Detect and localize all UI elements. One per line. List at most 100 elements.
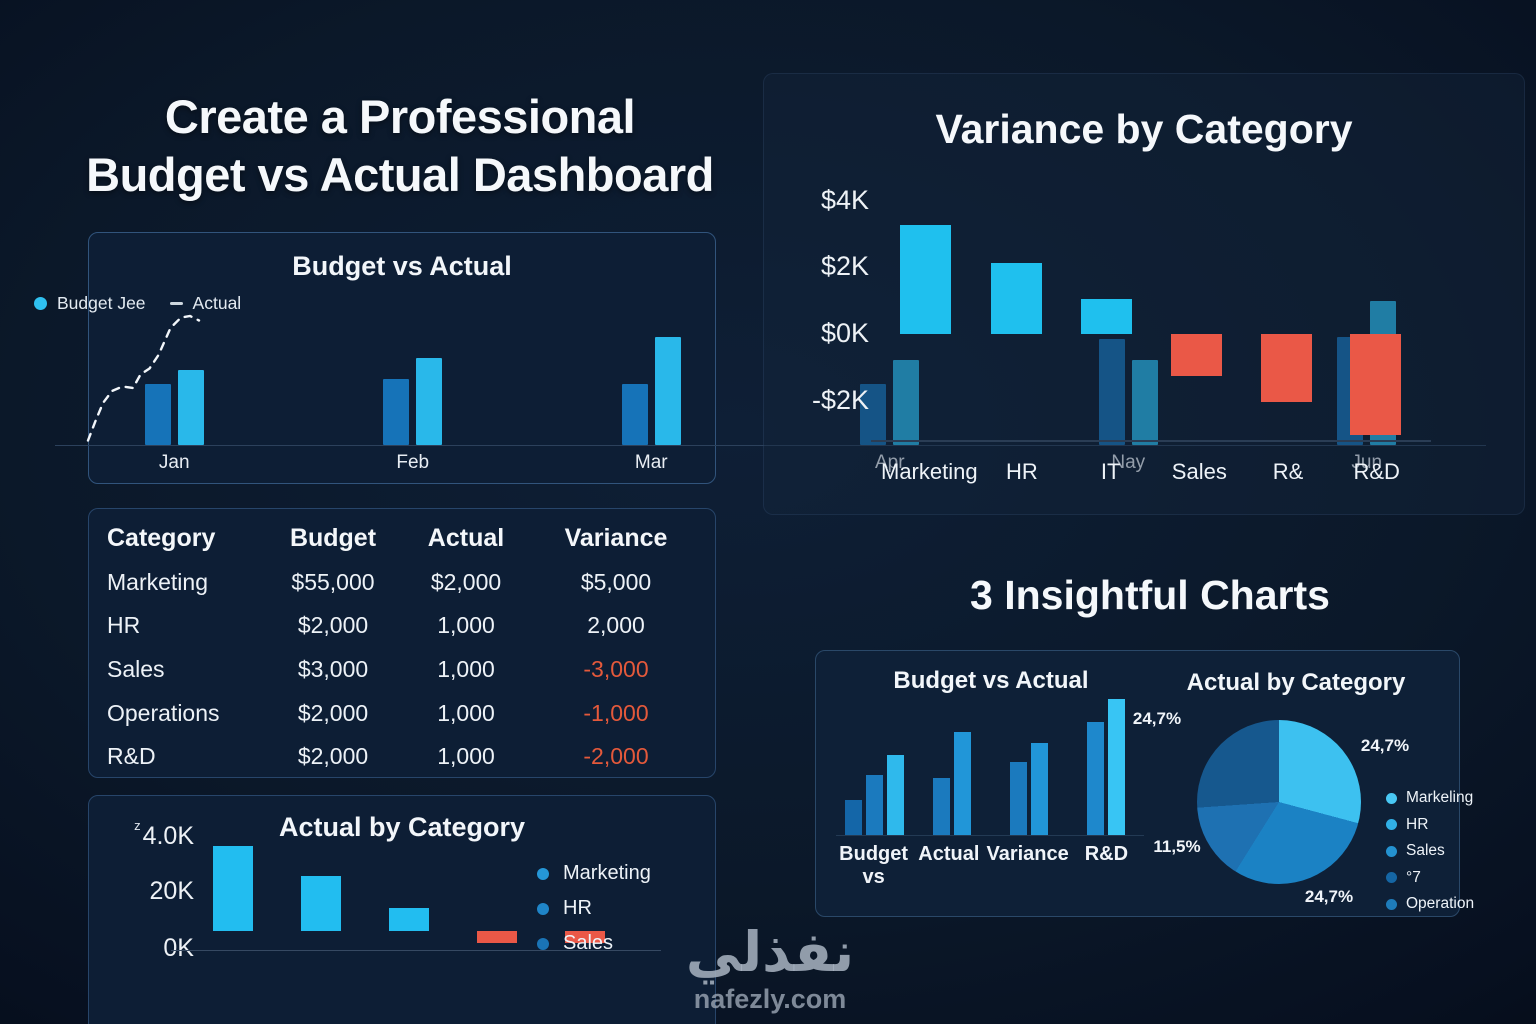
bar-segment [932, 777, 950, 835]
y-tick: 0K [163, 934, 194, 962]
month-label: Jun [1351, 452, 1383, 473]
zero-axis-line [871, 440, 1431, 442]
variance-panel: Variance by Category $4K $2K $0K -$2K Ma… [763, 73, 1525, 515]
bar-segment [1350, 334, 1402, 435]
budget-table-card: Category Budget Actual Variance Marketin… [88, 508, 716, 778]
table-cell: 1,000 [437, 743, 495, 770]
legend-item: HR [1386, 816, 1474, 834]
bar-segment [416, 358, 443, 445]
bar-column [565, 816, 605, 950]
bar-segment [990, 263, 1042, 335]
table-cell-variance: -3,000 [583, 656, 649, 683]
actual-by-category-pie [1197, 720, 1361, 884]
month-label: Jan [158, 452, 190, 473]
legend-item: Sales [537, 932, 651, 955]
bar-segment [1260, 334, 1312, 403]
mini-chart-title: Budget vs Actual [893, 667, 1089, 694]
legend-dot-icon [1386, 845, 1397, 857]
category-label: R&D [1353, 459, 1400, 484]
bar-column [213, 816, 253, 950]
y-tick: z4.0K [134, 818, 194, 850]
table-cell: $2,000 [297, 612, 369, 639]
legend-dot-icon [1386, 819, 1397, 830]
table-row: Operations [107, 699, 220, 726]
category-label: IT [1100, 459, 1121, 484]
table-header-category: Category [107, 524, 216, 553]
table-header-variance: Variance [564, 524, 668, 553]
actual-by-category-legend: Marketing HR Sales [537, 862, 651, 955]
bar-segment [1086, 722, 1104, 835]
bar-segment [860, 383, 887, 445]
bar-segment [565, 930, 605, 944]
y-tick: -$2K [811, 385, 869, 415]
bar-group [913, 699, 990, 835]
category-label: HR [1006, 459, 1038, 484]
legend-item: HR [537, 897, 651, 920]
month-label: Mar [634, 452, 668, 473]
bar-segment [389, 907, 429, 931]
bar-group [771, 295, 1010, 445]
pie-label-top-left: 24,7% [1132, 709, 1182, 728]
tick-prefix: z [134, 818, 141, 833]
budget-vs-actual-title: Budget vs Actual [292, 251, 512, 281]
budget-vs-actual-legend: Budget Jee Actual [34, 293, 241, 314]
pie-legend: Markeling HR Sales °7 Operation [1386, 789, 1474, 913]
bar-segment [301, 876, 341, 931]
page-title-line1: Create a Professional [164, 90, 636, 143]
category-label: Marketing [881, 459, 978, 484]
bar-segment [953, 731, 971, 835]
budget-table: Category Budget Actual Variance Marketin… [89, 517, 715, 779]
bar-group [1067, 699, 1144, 835]
bar-group [294, 295, 533, 445]
bar-group [532, 295, 771, 445]
pie-label-left: 11,5% [1153, 837, 1201, 856]
variance-x-labels: Marketing HR IT Sales R& R&D [881, 459, 1421, 485]
legend-dot-icon [537, 902, 549, 915]
category-label: R& [1272, 459, 1304, 484]
pie-label-right: 24,7% [1360, 736, 1410, 755]
group-label: Budget vs [839, 843, 909, 888]
month-axis-labels: Jan Feb Mar Apr Nay Jun [55, 452, 1486, 474]
mini-chart-x-labels: Budget vs Actual Variance R&D [836, 843, 1144, 889]
table-cell: $2,000 [297, 699, 369, 726]
bar-column [990, 186, 1042, 441]
table-cell: $3,000 [297, 656, 369, 683]
legend-dot-icon [1386, 792, 1397, 804]
legend-label-actual: Actual [192, 293, 242, 313]
group-label: Variance [986, 843, 1069, 865]
insight-card: Budget vs Actual Budget vs Actual Variance… [815, 650, 1474, 917]
table-row: HR [107, 612, 141, 639]
legend-dash-icon [169, 301, 183, 306]
bar-segment [893, 359, 920, 445]
bar-segment [1009, 761, 1027, 835]
bar-segment [866, 775, 883, 835]
legend-dot-icon [1386, 898, 1397, 910]
bar-segment [621, 383, 648, 445]
pie-label-bottom: 24,7% [1304, 887, 1354, 906]
group-label: Actual [918, 843, 980, 865]
mini-budget-vs-actual-plot [836, 699, 1144, 836]
bar-group [990, 699, 1067, 835]
legend-dot-icon [537, 867, 549, 880]
legend-label-budget: Budget Jee [57, 293, 146, 313]
table-cell: 1,000 [437, 612, 495, 639]
table-cell: $2,000 [430, 568, 502, 595]
legend-item: Operation [1386, 895, 1474, 913]
legend-item: °7 [1386, 869, 1474, 887]
bar-segment [477, 930, 517, 944]
bar-group [1009, 295, 1248, 445]
bar-segment [1030, 742, 1048, 835]
bar-segment [654, 337, 681, 445]
bar-segment [1131, 359, 1158, 445]
table-cell-variance: -2,000 [583, 743, 649, 770]
actual-by-category-title: Actual by Category [278, 812, 526, 842]
bar-segment [383, 379, 410, 445]
bar-segment [900, 224, 952, 335]
bar-segment [887, 754, 904, 835]
bar-segment [1098, 338, 1125, 445]
table-row: R&D [107, 743, 156, 770]
legend-item: Sales [1386, 842, 1474, 860]
x-axis-line [171, 949, 661, 951]
table-header-budget: Budget [289, 524, 377, 553]
